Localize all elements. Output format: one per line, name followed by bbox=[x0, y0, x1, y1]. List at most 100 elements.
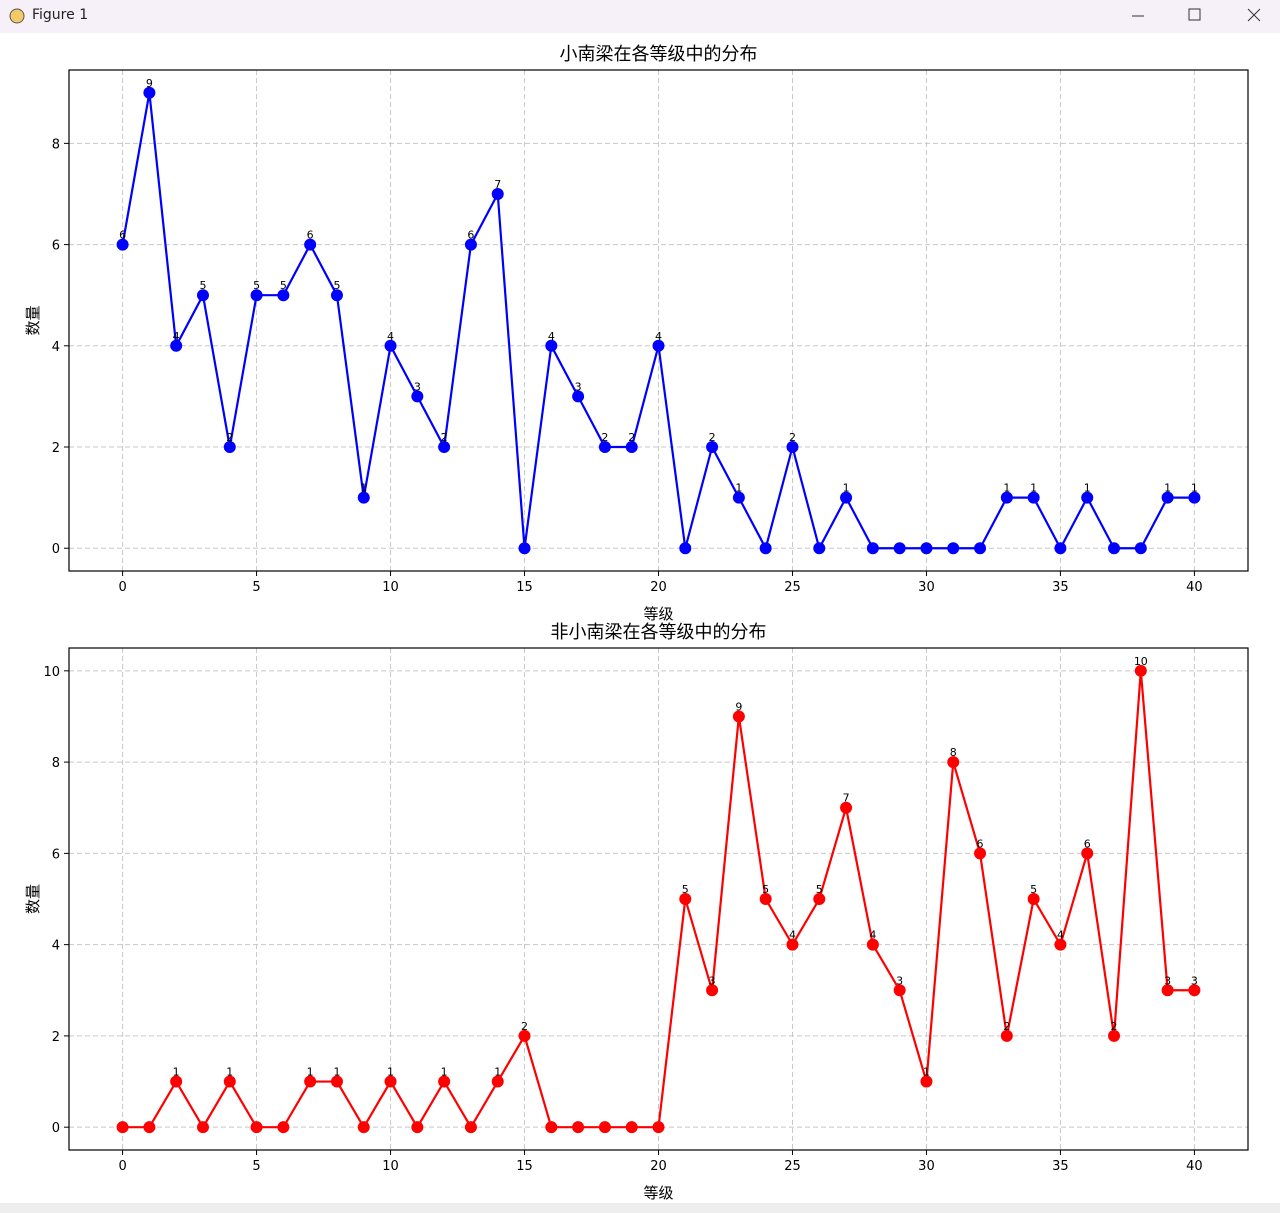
data-point bbox=[974, 542, 987, 555]
data-label: 1 bbox=[494, 1066, 501, 1079]
data-point bbox=[786, 938, 799, 951]
data-point bbox=[1081, 491, 1094, 504]
chart-title: 非小南梁在各等级中的分布 bbox=[551, 622, 767, 643]
x-tick-label: 20 bbox=[650, 1159, 667, 1174]
data-point bbox=[143, 1121, 156, 1134]
data-label: 4 bbox=[869, 929, 876, 942]
x-tick-label: 40 bbox=[1186, 580, 1203, 595]
data-point bbox=[893, 984, 906, 997]
data-point bbox=[1027, 491, 1040, 504]
y-tick-label: 0 bbox=[52, 542, 60, 557]
data-point bbox=[411, 390, 424, 403]
data-point bbox=[196, 1121, 209, 1134]
y-tick-label: 6 bbox=[52, 847, 60, 862]
data-label: 4 bbox=[1057, 929, 1064, 942]
data-point bbox=[357, 1121, 370, 1134]
data-point bbox=[223, 441, 236, 454]
data-point bbox=[786, 441, 799, 454]
data-point bbox=[1134, 664, 1147, 677]
data-point bbox=[491, 187, 504, 200]
data-point bbox=[1161, 491, 1174, 504]
x-tick-label: 25 bbox=[784, 580, 801, 595]
data-point bbox=[196, 289, 209, 302]
y-axis-label: 数量 bbox=[24, 884, 42, 914]
x-tick-label: 30 bbox=[918, 1159, 935, 1174]
data-label: 1 bbox=[1003, 482, 1010, 495]
data-point bbox=[438, 441, 451, 454]
data-point bbox=[920, 542, 933, 555]
data-point bbox=[572, 1121, 585, 1134]
y-tick-label: 8 bbox=[52, 756, 60, 771]
data-label: 3 bbox=[575, 380, 582, 393]
data-point bbox=[545, 1121, 558, 1134]
x-tick-label: 20 bbox=[650, 580, 667, 595]
data-point bbox=[1161, 984, 1174, 997]
data-point bbox=[357, 491, 370, 504]
data-label: 5 bbox=[333, 279, 340, 292]
close-button[interactable] bbox=[1247, 8, 1261, 22]
data-label: 5 bbox=[1030, 883, 1037, 896]
data-point bbox=[116, 1121, 129, 1134]
y-tick-label: 10 bbox=[43, 665, 60, 680]
data-label: 1 bbox=[843, 482, 850, 495]
y-tick-label: 2 bbox=[52, 1030, 60, 1045]
data-label: 1 bbox=[387, 1066, 394, 1079]
data-point bbox=[170, 1075, 183, 1088]
y-axis-label: 数量 bbox=[24, 305, 42, 335]
data-label: 1 bbox=[441, 1066, 448, 1079]
x-tick-label: 5 bbox=[252, 1159, 260, 1174]
data-point bbox=[1134, 542, 1147, 555]
data-label: 6 bbox=[977, 837, 984, 850]
window-controls[interactable] bbox=[1120, 0, 1280, 33]
data-label: 1 bbox=[923, 1066, 930, 1079]
maximize-button[interactable] bbox=[1188, 8, 1201, 21]
data-label: 5 bbox=[816, 883, 823, 896]
data-point bbox=[491, 1075, 504, 1088]
data-label: 4 bbox=[173, 330, 180, 343]
data-label: 2 bbox=[601, 431, 608, 444]
data-point bbox=[652, 339, 665, 352]
data-point bbox=[920, 1075, 933, 1088]
data-label: 3 bbox=[1191, 974, 1198, 987]
data-label: 7 bbox=[843, 792, 850, 805]
data-point bbox=[384, 1075, 397, 1088]
data-label: 5 bbox=[253, 279, 260, 292]
data-label: 4 bbox=[789, 929, 796, 942]
data-point bbox=[1027, 893, 1040, 905]
data-point bbox=[518, 1029, 531, 1042]
data-point bbox=[840, 491, 853, 504]
data-point bbox=[1000, 491, 1013, 504]
x-tick-label: 25 bbox=[784, 1159, 801, 1174]
data-point bbox=[679, 893, 692, 905]
data-point bbox=[840, 801, 853, 814]
data-point bbox=[1108, 542, 1121, 555]
data-label: 6 bbox=[1084, 837, 1091, 850]
data-point bbox=[330, 289, 343, 302]
data-label: 2 bbox=[1003, 1020, 1010, 1033]
plot-frame bbox=[68, 69, 1249, 572]
data-point bbox=[464, 1121, 477, 1134]
data-label: 5 bbox=[280, 279, 287, 292]
data-label: 6 bbox=[119, 229, 126, 242]
data-point bbox=[1054, 938, 1067, 951]
data-point bbox=[759, 893, 772, 905]
x-tick-label: 35 bbox=[1052, 580, 1069, 595]
data-label: 1 bbox=[1191, 482, 1198, 495]
data-point bbox=[732, 491, 745, 504]
data-point bbox=[652, 1121, 665, 1134]
data-label: 5 bbox=[682, 883, 689, 896]
data-label: 1 bbox=[226, 1066, 233, 1079]
data-point bbox=[625, 1121, 638, 1134]
data-point bbox=[277, 1121, 290, 1134]
data-label: 2 bbox=[441, 431, 448, 444]
data-label: 9 bbox=[735, 700, 742, 713]
x-tick-label: 5 bbox=[252, 580, 260, 595]
data-point bbox=[974, 847, 987, 860]
x-tick-label: 10 bbox=[382, 580, 399, 595]
data-point bbox=[625, 441, 638, 454]
data-label: 4 bbox=[387, 330, 394, 343]
